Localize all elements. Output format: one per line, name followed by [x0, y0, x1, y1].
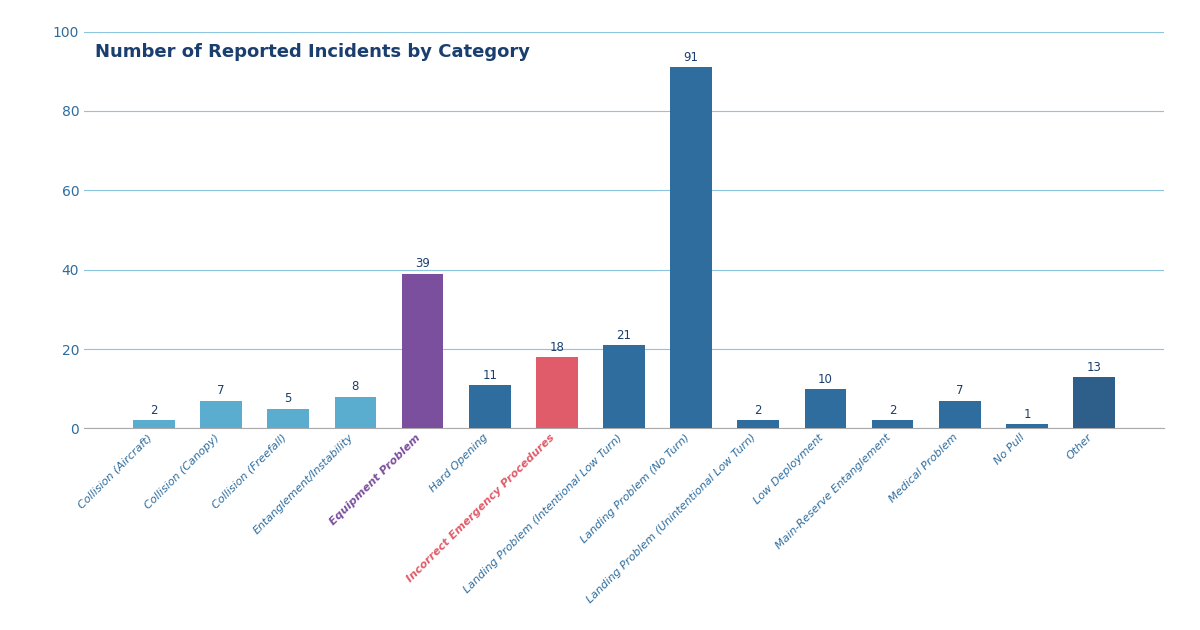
Text: Landing Problem (Unintentional Low Turn): Landing Problem (Unintentional Low Turn): [586, 432, 758, 605]
Bar: [402, 273, 443, 428]
Text: Landing Problem (No Turn): Landing Problem (No Turn): [578, 432, 691, 545]
Text: 13: 13: [1087, 360, 1102, 374]
Text: Equipment Problem: Equipment Problem: [328, 432, 422, 527]
Bar: [335, 397, 376, 428]
Text: Medical Problem: Medical Problem: [887, 432, 960, 505]
Text: Incorrect Emergency Procedures: Incorrect Emergency Procedures: [406, 432, 557, 584]
Bar: [938, 401, 980, 428]
Bar: [469, 385, 510, 428]
Text: Collision (Canopy): Collision (Canopy): [143, 432, 221, 511]
Bar: [604, 345, 644, 428]
Text: Number of Reported Incidents by Category: Number of Reported Incidents by Category: [95, 43, 530, 61]
Text: 2: 2: [150, 404, 157, 417]
Text: 21: 21: [617, 329, 631, 342]
Text: 18: 18: [550, 341, 564, 354]
Bar: [1073, 377, 1115, 428]
Text: 2: 2: [755, 404, 762, 417]
Text: No Pull: No Pull: [992, 432, 1027, 467]
Bar: [872, 420, 913, 428]
Text: 39: 39: [415, 258, 430, 270]
Bar: [268, 408, 310, 428]
Text: 5: 5: [284, 392, 292, 405]
Text: Collision (Aircraft): Collision (Aircraft): [76, 432, 154, 510]
Text: 7: 7: [217, 384, 224, 398]
Bar: [805, 389, 846, 428]
Text: Collision (Freefall): Collision (Freefall): [210, 432, 288, 510]
Bar: [133, 420, 175, 428]
Text: Landing Problem (Intentional Low Turn): Landing Problem (Intentional Low Turn): [462, 432, 624, 595]
Bar: [671, 67, 712, 428]
Bar: [536, 357, 577, 428]
Text: Low Deployment: Low Deployment: [752, 432, 826, 506]
Text: Hard Opening: Hard Opening: [428, 432, 490, 495]
Text: 10: 10: [818, 372, 833, 386]
Bar: [1006, 425, 1048, 428]
Text: 1: 1: [1024, 408, 1031, 421]
Bar: [200, 401, 242, 428]
Text: 11: 11: [482, 369, 497, 382]
Text: 8: 8: [352, 381, 359, 394]
Text: 2: 2: [889, 404, 896, 417]
Bar: [738, 420, 779, 428]
Text: Entanglement/Instability: Entanglement/Instability: [252, 432, 355, 536]
Text: 7: 7: [956, 384, 964, 398]
Text: 91: 91: [684, 51, 698, 64]
Text: Other: Other: [1064, 432, 1094, 462]
Text: Main-Reserve Entanglement: Main-Reserve Entanglement: [774, 432, 893, 551]
